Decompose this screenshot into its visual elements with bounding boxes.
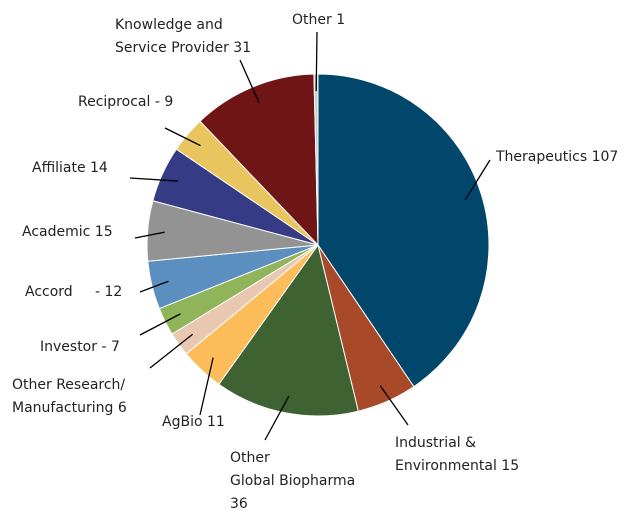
slice-label: Other 1 (292, 12, 345, 28)
leader-line (139, 280, 169, 293)
slice-label: Academic 15 (22, 224, 113, 240)
leader-line (464, 159, 491, 201)
leader-line (239, 59, 260, 104)
slice-label: 36 (230, 496, 248, 510)
leader-line (139, 313, 181, 336)
slice-label: Other Research/ (12, 377, 125, 393)
leader-line (379, 385, 409, 426)
slice-label: Investor - 7 (40, 339, 120, 355)
slice-label: Reciprocal - 9 (78, 94, 173, 110)
leader-line (199, 357, 214, 416)
slice-label: AgBio 11 (162, 414, 225, 430)
leader-line (149, 333, 194, 369)
slice-label: Service Provider 31 (115, 40, 251, 56)
slice-label: Global Biopharma (230, 473, 355, 489)
leader-line (164, 127, 201, 147)
slice-label: Affiliate 14 (32, 160, 108, 176)
leader-line (264, 395, 290, 441)
leader-line (129, 177, 179, 182)
slice-label: Environmental 15 (395, 458, 519, 474)
pie-slice (317, 73, 490, 388)
pie-slice (218, 243, 359, 417)
slice-label: Other (230, 450, 270, 466)
slice-label: Accord - 12 (25, 284, 122, 300)
leader-line (315, 31, 318, 92)
leader-line (134, 231, 165, 239)
slice-label: Industrial & (395, 435, 476, 451)
slice-label: Manufacturing 6 (12, 400, 127, 416)
slice-label: Therapeutics 107 (495, 149, 618, 165)
slice-label: Knowledge and (115, 17, 223, 33)
